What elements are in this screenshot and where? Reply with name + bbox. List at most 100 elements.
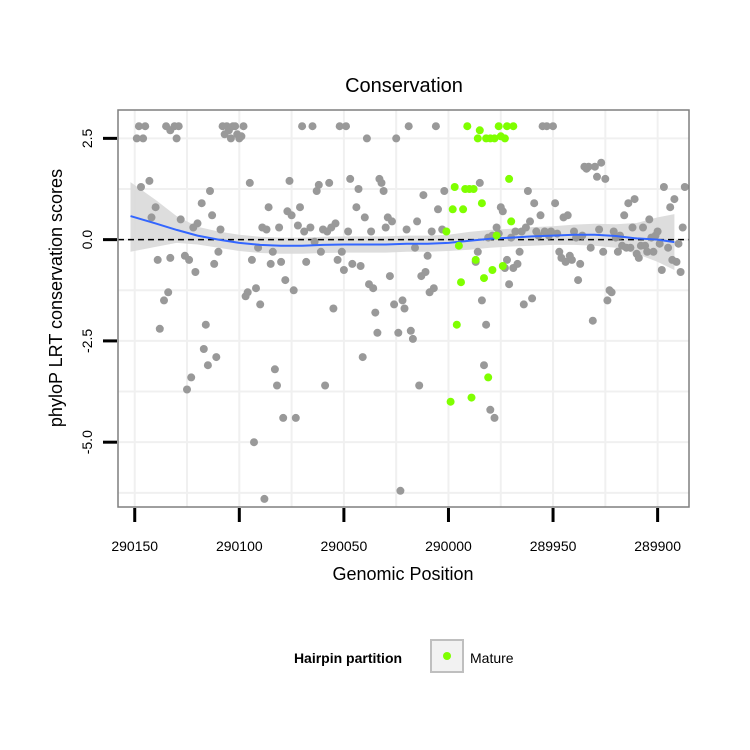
background-point xyxy=(270,365,279,374)
background-point xyxy=(281,276,290,285)
background-point xyxy=(132,134,141,143)
background-point xyxy=(641,241,650,250)
smooth-line xyxy=(130,215,675,247)
x-tick-label: 290150 xyxy=(111,538,158,554)
mature-point xyxy=(463,122,472,131)
background-point xyxy=(408,334,417,343)
background-point xyxy=(141,122,150,131)
background-point xyxy=(176,215,185,224)
x-axis-ticks: 290150 290100 290050 290000 289950 289900 xyxy=(111,508,681,554)
background-point xyxy=(166,253,175,262)
mature-point xyxy=(498,262,507,270)
background-point xyxy=(492,223,501,232)
background-point xyxy=(279,413,288,422)
background-point xyxy=(262,225,271,234)
background-point xyxy=(381,223,390,232)
background-point xyxy=(289,286,298,295)
background-point xyxy=(563,211,572,220)
background-point xyxy=(551,199,560,208)
legend-key-mature xyxy=(443,652,451,660)
background-point xyxy=(203,361,212,370)
background-point xyxy=(134,122,143,131)
y-axis-ticks: 2.5 0.0 -2.5 -5.0 xyxy=(79,128,117,454)
background-point xyxy=(643,247,652,256)
background-point xyxy=(296,203,304,212)
background-point xyxy=(337,247,346,256)
background-point xyxy=(329,304,338,313)
background-point xyxy=(434,205,442,214)
background-point xyxy=(325,178,334,187)
background-point xyxy=(398,296,407,305)
background-point xyxy=(346,174,355,183)
background-point xyxy=(400,304,409,313)
background-point xyxy=(183,385,191,394)
background-point xyxy=(678,223,687,232)
background-point xyxy=(312,187,321,195)
mature-point xyxy=(457,278,465,287)
background-point xyxy=(185,255,194,264)
background-point xyxy=(260,494,269,503)
background-point xyxy=(160,296,168,305)
background-point xyxy=(597,158,606,167)
confidence-ribbon xyxy=(130,182,675,270)
background-point xyxy=(172,134,181,143)
background-point xyxy=(335,122,344,131)
background-point xyxy=(480,361,488,370)
background-point xyxy=(379,187,388,195)
background-point xyxy=(371,308,380,317)
background-point xyxy=(670,195,679,204)
background-point xyxy=(273,381,281,390)
background-point xyxy=(385,272,394,281)
background-point xyxy=(664,243,673,252)
background-point xyxy=(576,259,585,268)
background-point xyxy=(574,276,583,285)
background-point xyxy=(174,122,183,131)
background-point xyxy=(342,122,350,131)
mature-point xyxy=(454,241,463,250)
y-tick-label: -2.5 xyxy=(79,329,95,353)
background-point xyxy=(406,326,415,335)
background-point xyxy=(231,122,240,131)
plot-border xyxy=(117,109,690,508)
background-point xyxy=(431,122,440,131)
background-point xyxy=(331,219,340,228)
background-point xyxy=(423,251,432,260)
background-point xyxy=(666,203,675,212)
background-point xyxy=(226,134,235,143)
legend-label-mature: Mature xyxy=(470,650,514,666)
background-point xyxy=(197,199,206,208)
background-point xyxy=(536,211,545,220)
background-point xyxy=(429,284,438,293)
background-point xyxy=(649,247,658,256)
background-point xyxy=(440,187,449,195)
background-point xyxy=(300,227,309,236)
background-point xyxy=(208,211,217,220)
mature-point xyxy=(507,217,516,226)
background-point xyxy=(369,284,378,293)
background-point xyxy=(310,237,319,246)
background-point xyxy=(153,255,162,264)
legend: Hairpin partition Mature xyxy=(294,639,514,673)
background-point xyxy=(390,300,399,309)
background-point xyxy=(339,266,348,274)
background-point xyxy=(549,122,557,131)
background-point xyxy=(367,227,376,236)
background-point xyxy=(321,381,330,390)
mature-point xyxy=(442,227,451,236)
background-point xyxy=(570,227,578,236)
background-point xyxy=(626,243,635,252)
y-tick-label: 2.5 xyxy=(79,128,95,148)
background-point xyxy=(373,328,382,337)
background-point xyxy=(344,227,353,236)
background-point xyxy=(599,247,608,256)
background-point xyxy=(145,176,154,185)
mature-point xyxy=(446,397,455,406)
background-point xyxy=(653,227,662,236)
background-point xyxy=(256,300,265,309)
background-point xyxy=(306,223,315,232)
mature-point xyxy=(471,255,480,264)
background-point xyxy=(358,353,367,362)
background-point xyxy=(490,413,499,422)
